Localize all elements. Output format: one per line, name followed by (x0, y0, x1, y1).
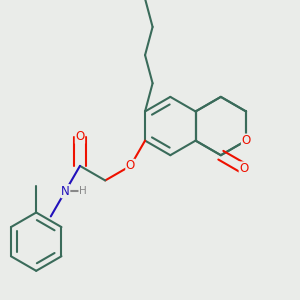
Text: O: O (239, 162, 248, 175)
Text: N: N (61, 184, 70, 198)
Text: O: O (75, 130, 85, 143)
Text: H: H (79, 186, 87, 196)
Text: O: O (242, 134, 251, 147)
Text: O: O (126, 159, 135, 172)
